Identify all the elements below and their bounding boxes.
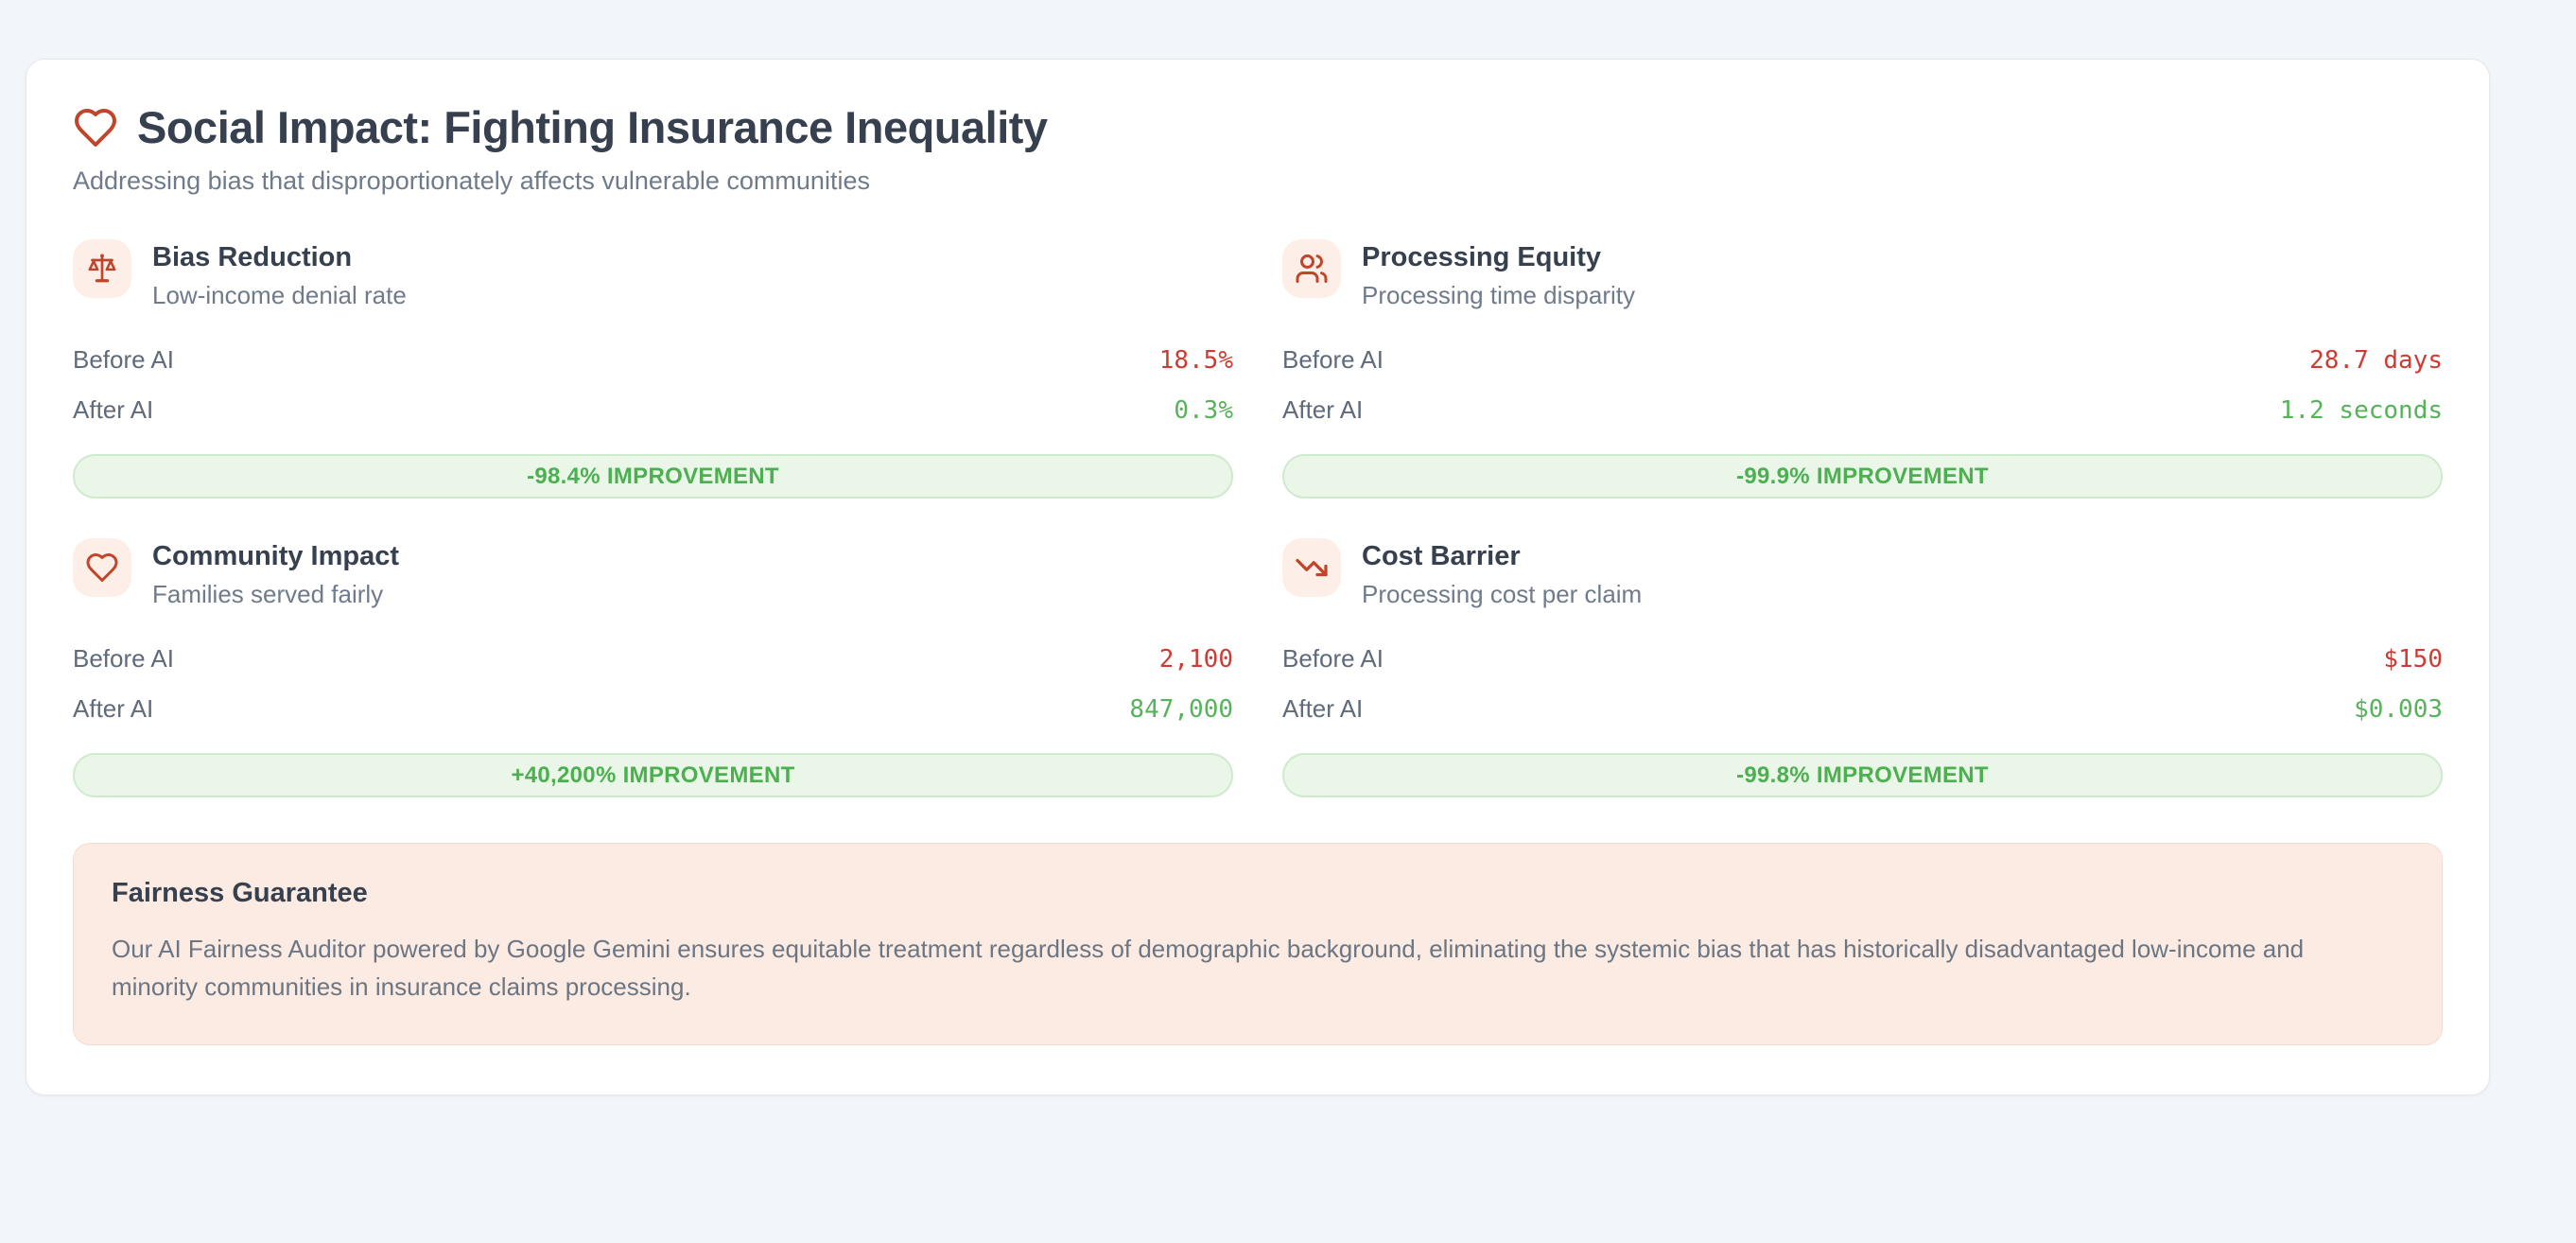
before-value: $150	[2383, 644, 2443, 674]
users-icon	[1282, 239, 1341, 298]
before-row: Before AI 2,100	[73, 634, 1233, 684]
metric-processing-equity: Processing Equity Processing time dispar…	[1282, 239, 2443, 499]
improvement-badge: -99.8% IMPROVEMENT	[1282, 753, 2443, 797]
metric-header: Cost Barrier Processing cost per claim	[1282, 538, 2443, 609]
fairness-panel: Fairness Guarantee Our AI Fairness Audit…	[73, 843, 2443, 1045]
metric-title: Cost Barrier	[1362, 541, 1521, 571]
before-value: 2,100	[1158, 644, 1233, 674]
metric-heading-text: Cost Barrier Processing cost per claim	[1362, 538, 1642, 609]
after-label: After AI	[73, 395, 154, 424]
before-label: Before AI	[1282, 644, 1384, 673]
metric-community-impact: Community Impact Families served fairly …	[73, 538, 1233, 797]
metric-subtitle: Low-income denial rate	[152, 281, 407, 309]
metric-cost-barrier: Cost Barrier Processing cost per claim B…	[1282, 538, 2443, 797]
social-impact-card: Social Impact: Fighting Insurance Inequa…	[26, 59, 2490, 1095]
trending-down-icon	[1282, 538, 1341, 597]
after-value: 847,000	[1129, 694, 1233, 724]
metric-title: Bias Reduction	[152, 242, 353, 272]
before-value: 18.5%	[1158, 345, 1233, 375]
metric-rows: Before AI 18.5% After AI 0.3%	[73, 335, 1233, 435]
metrics-grid: Bias Reduction Low-income denial rate Be…	[73, 239, 2443, 797]
before-value: 28.7 days	[2309, 345, 2443, 375]
before-label: Before AI	[1282, 345, 1384, 374]
metric-rows: Before AI 2,100 After AI 847,000	[73, 634, 1233, 734]
metric-header: Bias Reduction Low-income denial rate	[73, 239, 1233, 310]
after-value: 0.3%	[1174, 395, 1233, 425]
heart-icon	[75, 108, 116, 147]
metric-header: Processing Equity Processing time dispar…	[1282, 239, 2443, 310]
before-row: Before AI 18.5%	[73, 335, 1233, 385]
heart-icon	[73, 538, 131, 597]
before-label: Before AI	[73, 644, 174, 673]
improvement-badge: -99.9% IMPROVEMENT	[1282, 454, 2443, 499]
after-value: 1.2 seconds	[2279, 395, 2443, 425]
after-label: After AI	[1282, 694, 1364, 723]
improvement-badge: +40,200% IMPROVEMENT	[73, 753, 1233, 797]
before-label: Before AI	[73, 345, 174, 374]
after-value: $0.003	[2354, 694, 2443, 724]
after-row: After AI 1.2 seconds	[1282, 385, 2443, 435]
metric-subtitle: Processing cost per claim	[1362, 580, 1643, 608]
metric-rows: Before AI 28.7 days After AI 1.2 seconds	[1282, 335, 2443, 435]
metric-subtitle: Processing time disparity	[1362, 281, 1635, 309]
after-label: After AI	[1282, 395, 1364, 424]
before-row: Before AI 28.7 days	[1282, 335, 2443, 385]
page-header: Social Impact: Fighting Insurance Inequa…	[73, 101, 2443, 153]
metric-subtitle: Families served fairly	[152, 580, 384, 608]
metric-heading-text: Processing Equity Processing time dispar…	[1362, 239, 1635, 310]
metric-title: Processing Equity	[1362, 242, 1602, 272]
page-subtitle: Addressing bias that disproportionately …	[73, 166, 870, 195]
metric-heading-text: Community Impact Families served fairly	[152, 538, 399, 609]
improvement-badge: -98.4% IMPROVEMENT	[73, 454, 1233, 499]
fairness-title: Fairness Guarantee	[112, 878, 368, 908]
page-title: Social Impact: Fighting Insurance Inequa…	[137, 102, 1048, 152]
before-row: Before AI $150	[1282, 634, 2443, 684]
fairness-body: Our AI Fairness Auditor powered by Googl…	[112, 935, 2305, 1002]
metric-rows: Before AI $150 After AI $0.003	[1282, 634, 2443, 734]
after-row: After AI $0.003	[1282, 684, 2443, 734]
after-label: After AI	[73, 694, 154, 723]
after-row: After AI 0.3%	[73, 385, 1233, 435]
metric-bias-reduction: Bias Reduction Low-income denial rate Be…	[73, 239, 1233, 499]
metric-title: Community Impact	[152, 541, 400, 571]
metric-heading-text: Bias Reduction Low-income denial rate	[152, 239, 407, 310]
after-row: After AI 847,000	[73, 684, 1233, 734]
scale-icon	[73, 239, 131, 298]
metric-header: Community Impact Families served fairly	[73, 538, 1233, 609]
